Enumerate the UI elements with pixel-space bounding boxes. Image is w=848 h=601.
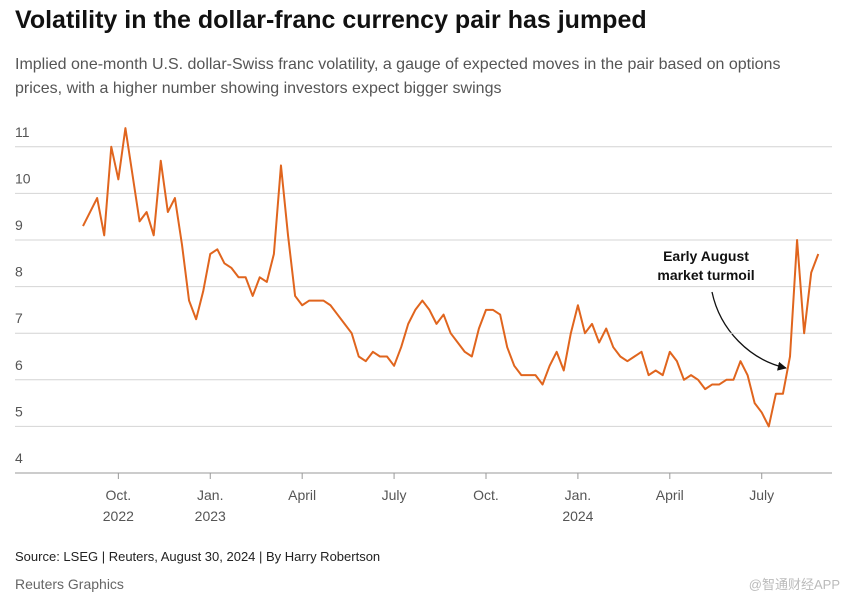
credit: Reuters Graphics [15,576,124,592]
title: Volatility in the dollar-franc currency … [15,6,647,34]
y-tick-label: 6 [15,357,23,373]
x-tick-label: Jan. 2023 [194,487,226,524]
y-tick-label: 10 [15,170,31,186]
y-tick-label: 5 [15,403,23,419]
x-tick-label: Oct. 2022 [102,487,134,524]
y-tick-label: 9 [15,217,23,233]
y-tick-label: 8 [15,264,23,280]
x-tick-label: July [749,487,775,503]
y-tick-label: 7 [15,310,23,326]
x-tick-label: April [288,487,317,503]
annotation-arrow [711,291,787,371]
annotation: Early August market turmoil [657,248,755,283]
x-tick-label: Jan. 2024 [562,487,594,524]
x-tick-label: Oct. [473,487,499,503]
watermark: @智通财经APP [748,577,840,592]
y-tick-label: 4 [15,450,23,466]
source: Source: LSEG | Reuters, August 30, 2024 … [15,549,381,564]
y-tick-label: 11 [15,124,30,140]
x-tick-label: April [655,487,684,503]
line [82,127,820,428]
subtitle: Implied one-month U.S. dollar-Swiss fran… [15,56,781,97]
x-tick-label: July [381,487,407,503]
